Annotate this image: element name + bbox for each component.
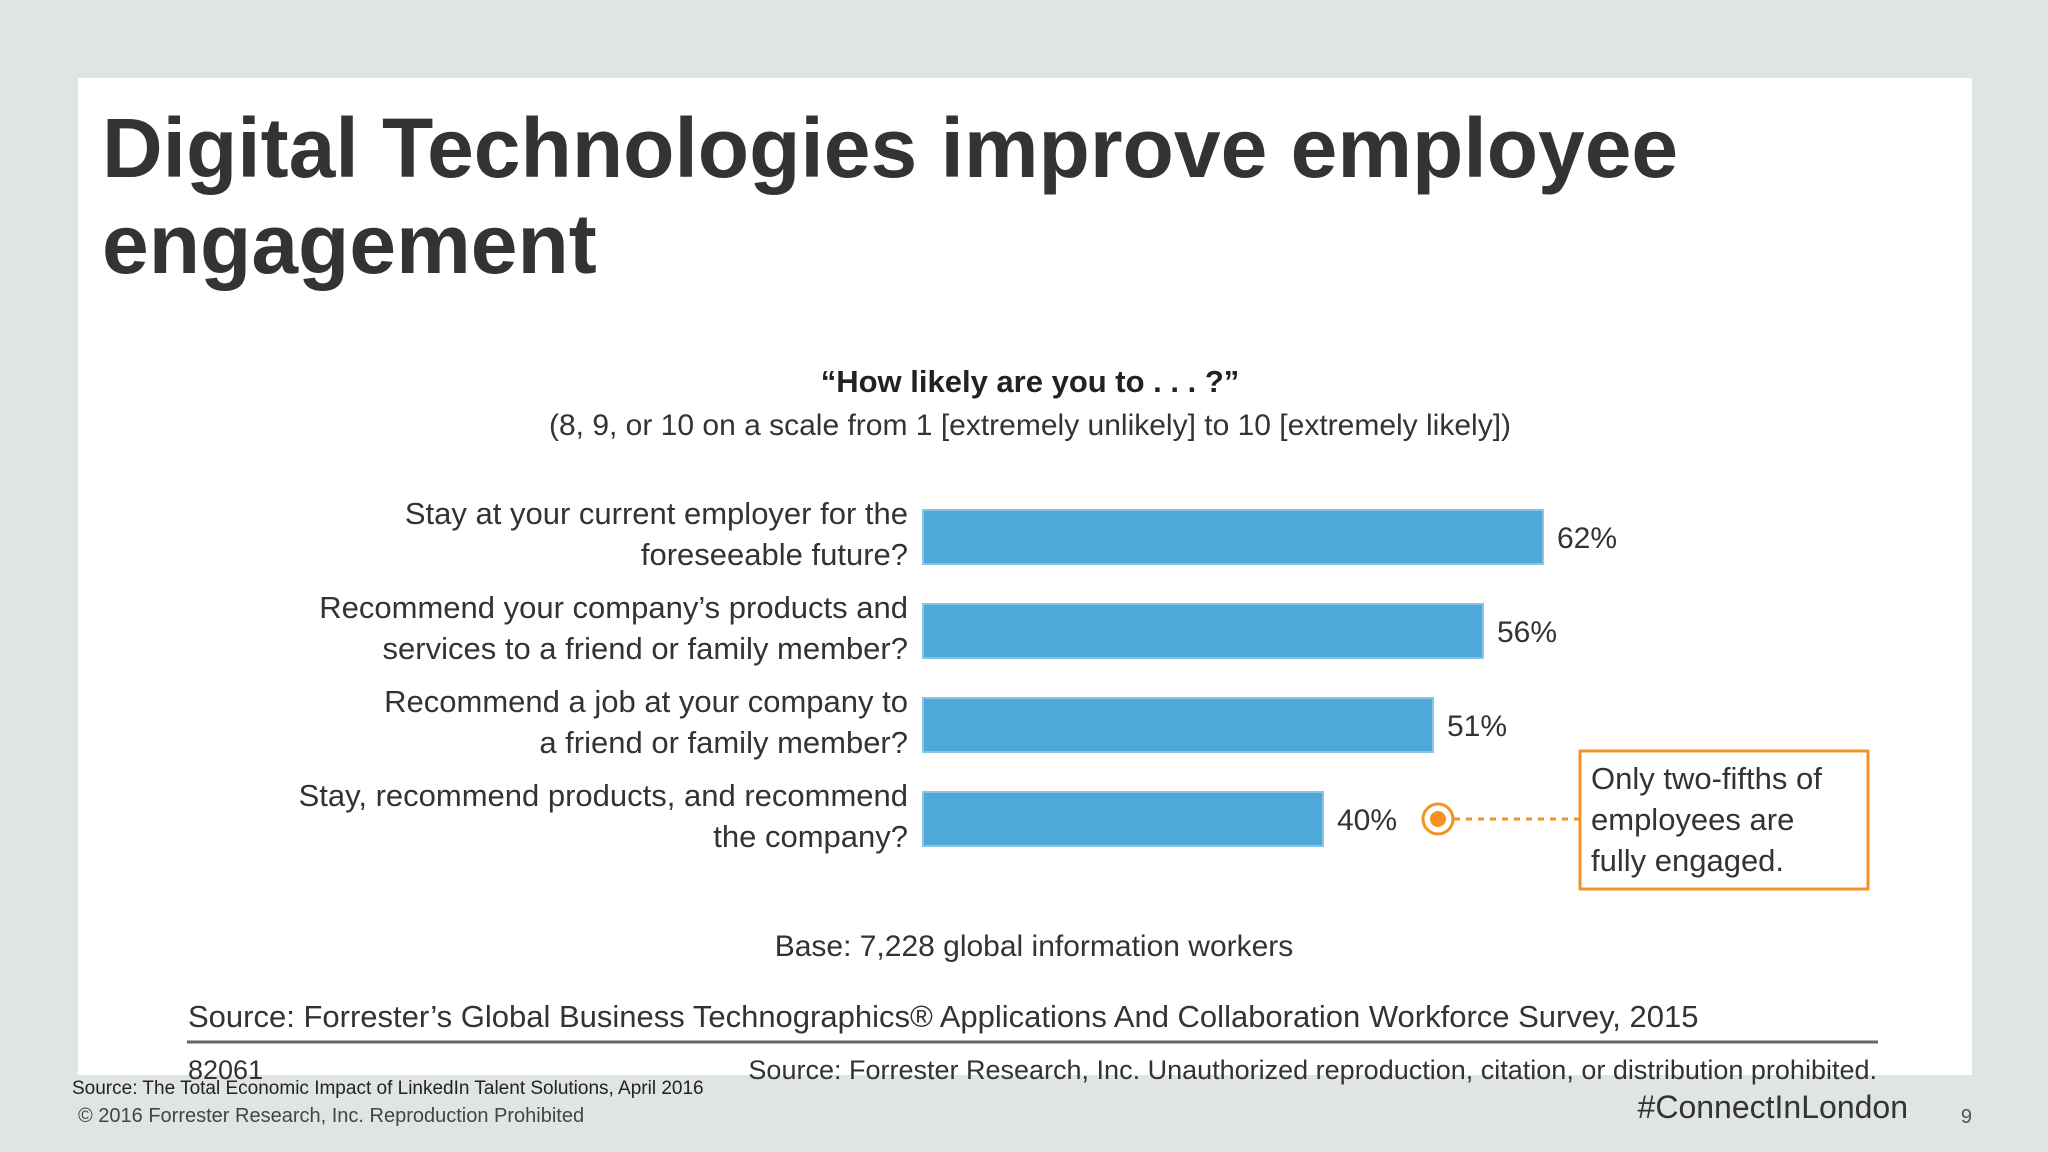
value-label-2: 56% <box>1497 616 1557 649</box>
report-id: 82061 <box>188 1055 263 1085</box>
bar-1 <box>922 509 1544 565</box>
content-panel <box>78 78 1972 1075</box>
category-label-1-2: foreseeable future? <box>641 537 908 572</box>
callout-text-3: fully engaged. <box>1591 843 1784 878</box>
callout-box <box>1578 749 1870 891</box>
category-label-4-2: the company? <box>713 819 908 854</box>
bar-2 <box>922 603 1484 659</box>
page-number: 9 <box>1960 1106 1972 1128</box>
callout-text-2: employees are <box>1591 802 1794 837</box>
value-label-4: 40% <box>1337 804 1397 837</box>
slide-title: Digital Technologies improve employee en… <box>102 101 1679 291</box>
callout-text-1: Only two-fifths of <box>1591 761 1822 796</box>
chart-source: Source: Forrester’s Global Business Tech… <box>188 999 1699 1034</box>
value-label-1: 62% <box>1557 522 1617 555</box>
category-label-3-2: a friend or family member? <box>539 725 908 760</box>
footer-source: Source: The Total Economic Impact of Lin… <box>72 1078 704 1099</box>
bar-4 <box>922 791 1324 847</box>
chart-title: “How likely are you to . . . ?” <box>821 364 1240 399</box>
category-label-2-1: Recommend your company’s products and <box>319 590 908 625</box>
chart-rights: Source: Forrester Research, Inc. Unautho… <box>748 1055 1877 1085</box>
base-note: Base: 7,228 global information workers <box>775 930 1294 963</box>
category-label-3-1: Recommend a job at your company to <box>384 684 908 719</box>
hashtag: #ConnectInLondon <box>1637 1089 1908 1125</box>
category-label-2-2: services to a friend or family member? <box>383 631 908 666</box>
bar-3 <box>922 697 1434 753</box>
category-label-1-1: Stay at your current employer for the <box>405 496 908 531</box>
value-label-3: 51% <box>1447 710 1507 743</box>
bar-chart: “How likely are you to . . . ?” (8, 9, or… <box>187 364 1878 1085</box>
callout-marker-dot <box>1430 811 1446 827</box>
footer-copyright: © 2016 Forrester Research, Inc. Reproduc… <box>78 1105 585 1127</box>
category-label-4-1: Stay, recommend products, and recommend <box>299 778 908 813</box>
chart-subtitle: (8, 9, or 10 on a scale from 1 [extremel… <box>549 409 1511 442</box>
